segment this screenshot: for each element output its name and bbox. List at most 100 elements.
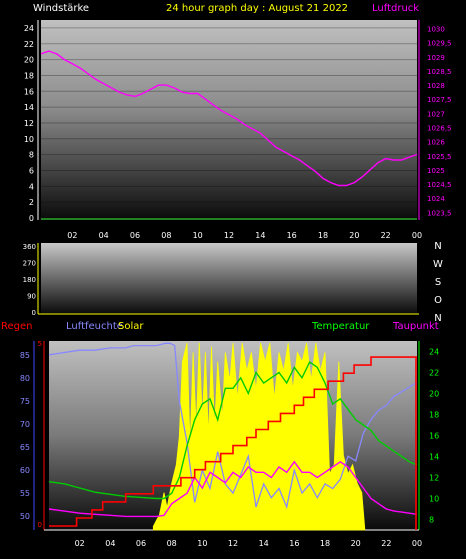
humidity-tick-label: 55: [20, 489, 30, 498]
pressure-tick-label: 1024: [427, 195, 445, 203]
wind-pressure-tick-labels: 0246810121416182022241023,510241024,5102…: [24, 24, 452, 240]
pressure-tick-label: 1029: [427, 54, 445, 62]
hour-tick-label: 08: [161, 231, 171, 240]
direction-tick-label: 360: [23, 243, 36, 251]
direction-tick-label: 0: [32, 309, 36, 317]
hour-tick-label: 18: [318, 231, 328, 240]
pressure-tick-label: 1025: [427, 167, 445, 175]
hour-tick-label: 16: [289, 539, 299, 548]
wind-strength-label: Windstärke: [33, 3, 89, 14]
hour-tick-label: 14: [259, 539, 269, 548]
pressure-tick-label: 1025,5: [427, 153, 452, 161]
hour-tick-label: 04: [105, 539, 115, 548]
wind-tick-label: 2: [29, 198, 34, 207]
temperature-tick-label: 24: [429, 348, 439, 357]
wind-pressure-plot-area: [41, 20, 417, 220]
graph-title: 24 hour graph day : August 21 2022: [166, 3, 348, 14]
legend-temperatur: Temperatur: [311, 321, 370, 332]
hour-tick-label: 06: [136, 539, 146, 548]
weather-detail-series: [48, 342, 418, 531]
compass-label: W: [433, 259, 443, 270]
compass-label: S: [435, 277, 441, 288]
rain-line: [49, 356, 417, 527]
humidity-tick-label: 85: [20, 351, 30, 360]
wind-direction-plot-area: [41, 243, 417, 314]
legend-luftfeuchte: Luftfeuchte: [66, 321, 123, 332]
hour-tick-label: 12: [224, 231, 234, 240]
pressure-tick-label: 1023,5: [427, 209, 452, 217]
lower-legend: Regen Luftfeuchte Solar Temperatur Taupu…: [1, 321, 439, 332]
humidity-line: [48, 342, 418, 510]
weather-detail-tick-labels: 50 55 60 65 70 75 80 85 0 5 8 10 12 14 16 18 20 22 24 02 04 0…: [20, 340, 439, 548]
humidity-tick-label: 50: [20, 512, 30, 521]
compass-label: N: [434, 241, 441, 252]
wind-tick-label: 22: [24, 40, 34, 49]
wind-tick-label: 4: [29, 182, 34, 191]
hour-tick-label: 08: [167, 539, 177, 548]
humidity-tick-label: 65: [20, 443, 30, 452]
rain-tick-label: 5: [38, 340, 42, 348]
hour-tick-label: 14: [255, 231, 265, 240]
wind-tick-label: 16: [24, 87, 34, 96]
pressure-tick-label: 1027: [427, 110, 445, 118]
temperature-tick-label: 20: [429, 390, 439, 399]
wind-direction-tick-labels: 0 90 180 270 360: [23, 243, 36, 317]
wind-tick-label: 24: [24, 24, 34, 33]
hour-tick-label: 16: [287, 231, 297, 240]
hour-tick-label: 00: [412, 539, 422, 548]
pressure-line: [40, 50, 418, 187]
hour-tick-label: 22: [381, 539, 391, 548]
hour-tick-label: 18: [320, 539, 330, 548]
temperature-tick-label: 8: [429, 516, 434, 525]
compass-label: O: [434, 295, 442, 306]
temperature-tick-label: 22: [429, 369, 439, 378]
pressure-tick-label: 1028: [427, 82, 445, 90]
hour-tick-label: 06: [130, 231, 140, 240]
hour-tick-label: 10: [197, 539, 207, 548]
legend-solar: Solar: [118, 321, 144, 332]
pressure-tick-label: 1030: [427, 25, 445, 33]
hour-tick-label: 04: [99, 231, 109, 240]
hour-tick-label: 02: [75, 539, 85, 548]
compass-label: N: [434, 313, 441, 324]
legend-taupunkt: Taupunkt: [392, 321, 439, 332]
temperature-tick-label: 12: [429, 474, 439, 483]
wind-pressure-panel: 0246810121416182022241023,510241024,5102…: [24, 20, 452, 240]
wind-tick-label: 0: [29, 214, 34, 223]
pressure-tick-label: 1024,5: [427, 181, 452, 189]
hour-tick-label: 00: [412, 231, 422, 240]
wind-tick-label: 12: [24, 119, 34, 128]
direction-tick-label: 90: [27, 293, 36, 301]
temperature-tick-label: 18: [429, 411, 439, 420]
wind-tick-label: 8: [29, 151, 34, 160]
pressure-tick-label: 1029,5: [427, 40, 452, 48]
wind-tick-label: 14: [24, 103, 34, 112]
hour-tick-label: 02: [67, 231, 77, 240]
hour-tick-label: 20: [349, 231, 359, 240]
hour-tick-label: 20: [351, 539, 361, 548]
rain-tick-label: 0: [38, 521, 42, 529]
pressure-label: Luftdruck: [372, 3, 419, 14]
pressure-tick-label: 1026,5: [427, 124, 452, 132]
wind-tick-label: 6: [29, 166, 34, 175]
weather-detail-panel: 50 55 60 65 70 75 80 85 0 5 8 10 12 14 16 18 20 22 24 02 04 0…: [20, 340, 439, 548]
hour-tick-label: 10: [193, 231, 203, 240]
temperature-tick-label: 16: [429, 432, 439, 441]
dewpoint-line: [48, 460, 418, 518]
solar-area: [152, 342, 366, 531]
temperature-line: [48, 360, 418, 500]
wind-pressure-series: [40, 50, 418, 220]
humidity-tick-label: 75: [20, 397, 30, 406]
hour-tick-label: 12: [228, 539, 238, 548]
temperature-tick-label: 14: [429, 453, 439, 462]
direction-tick-label: 180: [23, 276, 36, 284]
pressure-tick-label: 1026: [427, 139, 445, 147]
humidity-tick-label: 70: [20, 420, 30, 429]
humidity-tick-label: 80: [20, 374, 30, 383]
hour-tick-label: 22: [381, 231, 391, 240]
pressure-tick-label: 1027,5: [427, 96, 452, 104]
